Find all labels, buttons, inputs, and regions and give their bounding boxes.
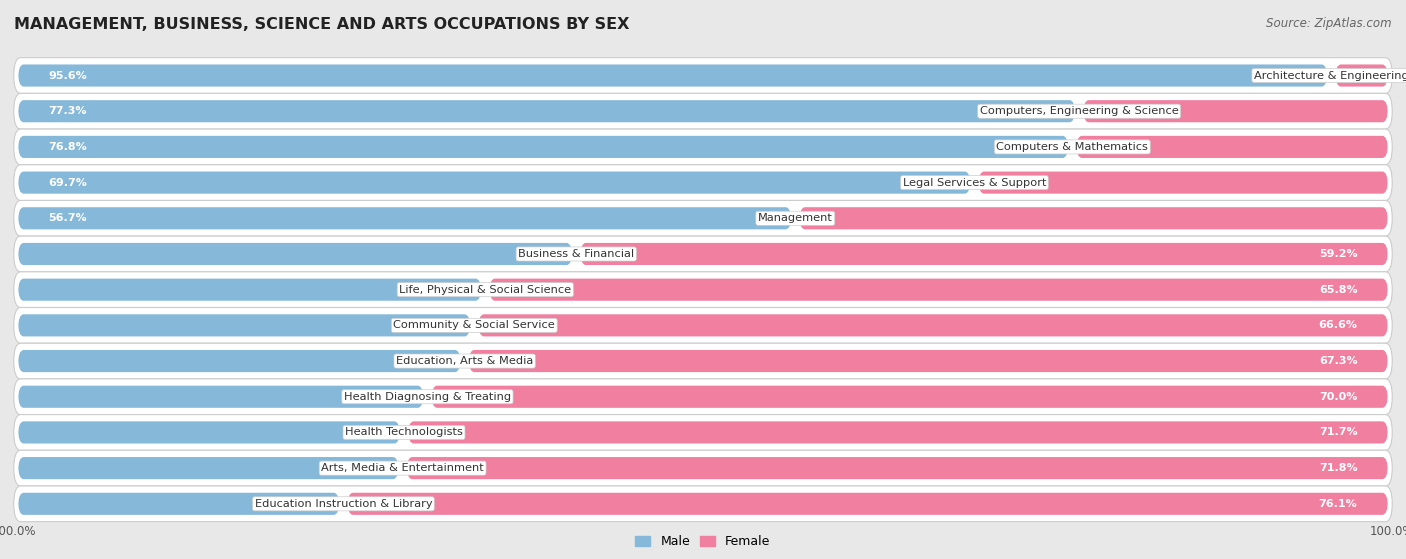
FancyBboxPatch shape — [18, 421, 399, 443]
FancyBboxPatch shape — [14, 272, 1392, 307]
FancyBboxPatch shape — [14, 307, 1392, 343]
FancyBboxPatch shape — [1077, 136, 1388, 158]
FancyBboxPatch shape — [18, 136, 1069, 158]
Text: 59.2%: 59.2% — [1319, 249, 1358, 259]
FancyBboxPatch shape — [18, 492, 339, 515]
Text: 33.4%: 33.4% — [418, 320, 454, 330]
FancyBboxPatch shape — [18, 278, 481, 301]
FancyBboxPatch shape — [979, 172, 1388, 193]
FancyBboxPatch shape — [14, 379, 1392, 415]
Text: Legal Services & Support: Legal Services & Support — [903, 178, 1046, 188]
Text: 71.8%: 71.8% — [1319, 463, 1358, 473]
Text: Business & Financial: Business & Financial — [519, 249, 634, 259]
Text: Architecture & Engineering: Architecture & Engineering — [1254, 70, 1406, 80]
Text: MANAGEMENT, BUSINESS, SCIENCE AND ARTS OCCUPATIONS BY SEX: MANAGEMENT, BUSINESS, SCIENCE AND ARTS O… — [14, 17, 630, 32]
FancyBboxPatch shape — [14, 93, 1392, 129]
FancyBboxPatch shape — [14, 486, 1392, 522]
Text: 66.6%: 66.6% — [1319, 320, 1358, 330]
FancyBboxPatch shape — [14, 415, 1392, 451]
FancyBboxPatch shape — [432, 386, 1388, 408]
FancyBboxPatch shape — [406, 457, 1388, 479]
Text: Source: ZipAtlas.com: Source: ZipAtlas.com — [1267, 17, 1392, 30]
FancyBboxPatch shape — [18, 350, 461, 372]
FancyBboxPatch shape — [14, 129, 1392, 165]
Text: 65.8%: 65.8% — [1319, 285, 1358, 295]
Text: 76.8%: 76.8% — [48, 142, 87, 152]
Text: 77.3%: 77.3% — [48, 106, 87, 116]
Text: 71.7%: 71.7% — [1319, 428, 1358, 438]
Text: Education Instruction & Library: Education Instruction & Library — [254, 499, 432, 509]
Text: 32.7%: 32.7% — [409, 356, 444, 366]
Text: 95.6%: 95.6% — [48, 70, 87, 80]
FancyBboxPatch shape — [468, 350, 1388, 372]
FancyBboxPatch shape — [18, 100, 1076, 122]
Text: 40.8%: 40.8% — [520, 249, 555, 259]
FancyBboxPatch shape — [18, 172, 970, 193]
FancyBboxPatch shape — [800, 207, 1388, 229]
Legend: Male, Female: Male, Female — [630, 530, 776, 553]
Text: Health Diagnosing & Treating: Health Diagnosing & Treating — [344, 392, 510, 402]
Text: 69.7%: 69.7% — [48, 178, 87, 188]
FancyBboxPatch shape — [347, 492, 1388, 515]
FancyBboxPatch shape — [581, 243, 1388, 265]
FancyBboxPatch shape — [18, 386, 423, 408]
FancyBboxPatch shape — [14, 165, 1392, 201]
Text: Computers, Engineering & Science: Computers, Engineering & Science — [980, 106, 1178, 116]
FancyBboxPatch shape — [478, 314, 1388, 337]
Text: 34.2%: 34.2% — [429, 285, 464, 295]
Text: 70.0%: 70.0% — [1319, 392, 1358, 402]
FancyBboxPatch shape — [14, 343, 1392, 379]
Text: 30.0%: 30.0% — [371, 392, 406, 402]
Text: Community & Social Service: Community & Social Service — [394, 320, 555, 330]
FancyBboxPatch shape — [1083, 100, 1388, 122]
FancyBboxPatch shape — [18, 64, 1327, 87]
Text: Arts, Media & Entertainment: Arts, Media & Entertainment — [321, 463, 484, 473]
FancyBboxPatch shape — [14, 236, 1392, 272]
FancyBboxPatch shape — [14, 58, 1392, 93]
FancyBboxPatch shape — [489, 278, 1388, 301]
Text: Management: Management — [758, 214, 832, 223]
FancyBboxPatch shape — [1336, 64, 1388, 87]
Text: Computers & Mathematics: Computers & Mathematics — [997, 142, 1149, 152]
FancyBboxPatch shape — [18, 207, 792, 229]
Text: 56.7%: 56.7% — [48, 214, 87, 223]
Text: Health Technologists: Health Technologists — [344, 428, 463, 438]
FancyBboxPatch shape — [14, 201, 1392, 236]
Text: 76.1%: 76.1% — [1319, 499, 1358, 509]
FancyBboxPatch shape — [18, 243, 572, 265]
FancyBboxPatch shape — [14, 451, 1392, 486]
FancyBboxPatch shape — [408, 421, 1388, 443]
Text: Education, Arts & Media: Education, Arts & Media — [396, 356, 533, 366]
Text: 28.3%: 28.3% — [347, 428, 384, 438]
FancyBboxPatch shape — [18, 314, 470, 337]
Text: 23.9%: 23.9% — [287, 499, 323, 509]
Text: 28.2%: 28.2% — [346, 463, 382, 473]
Text: 67.3%: 67.3% — [1319, 356, 1358, 366]
Text: Life, Physical & Social Science: Life, Physical & Social Science — [399, 285, 571, 295]
FancyBboxPatch shape — [18, 457, 398, 479]
